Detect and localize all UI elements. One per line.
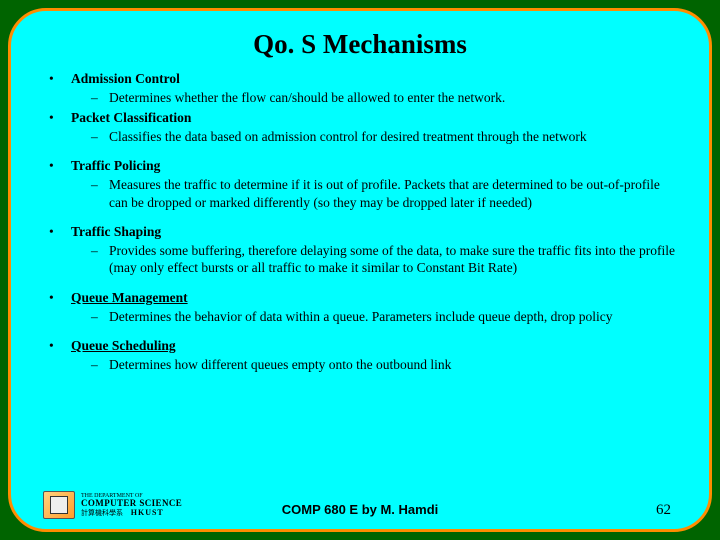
bullet-marker: • [43, 109, 71, 126]
bullet-heading: Traffic Policing [71, 157, 160, 174]
bullet-item: •Queue Management [43, 289, 677, 306]
sub-text: Determines whether the flow can/should b… [109, 89, 677, 106]
bullet-heading: Queue Management [71, 289, 188, 306]
slide-content: •Admission Control–Determines whether th… [43, 70, 677, 374]
bullet-marker: • [43, 223, 71, 240]
bullet-item: •Packet Classification [43, 109, 677, 126]
sub-bullet: –Determines how different queues empty o… [43, 356, 677, 373]
sub-text: Provides some buffering, therefore delay… [109, 242, 677, 277]
bullet-item: •Admission Control [43, 70, 677, 87]
slide-title: Qo. S Mechanisms [43, 29, 677, 60]
bullet-item: •Traffic Shaping [43, 223, 677, 240]
sub-text: Determines the behavior of data within a… [109, 308, 677, 325]
sub-bullet: –Determines the behavior of data within … [43, 308, 677, 325]
dash-marker: – [91, 356, 109, 373]
sub-text: Determines how different queues empty on… [109, 356, 677, 373]
sub-bullet: –Measures the traffic to determine if it… [43, 176, 677, 211]
sub-bullet: –Determines whether the flow can/should … [43, 89, 677, 106]
bullet-heading: Traffic Shaping [71, 223, 161, 240]
dash-marker: – [91, 128, 109, 145]
slide-footer: THE DEPARTMENT OF COMPUTER SCIENCE 計算機科學… [43, 491, 677, 519]
dash-marker: – [91, 89, 109, 106]
sub-bullet: –Classifies the data based on admission … [43, 128, 677, 145]
bullet-marker: • [43, 289, 71, 306]
bullet-marker: • [43, 70, 71, 87]
dash-marker: – [91, 242, 109, 277]
dash-marker: – [91, 176, 109, 211]
sub-text: Measures the traffic to determine if it … [109, 176, 677, 211]
bullet-marker: • [43, 337, 71, 354]
bullet-heading: Admission Control [71, 70, 180, 87]
bullet-marker: • [43, 157, 71, 174]
footer-attribution: COMP 680 E by M. Hamdi [43, 502, 677, 517]
sub-text: Classifies the data based on admission c… [109, 128, 677, 145]
bullet-heading: Queue Scheduling [71, 337, 176, 354]
dash-marker: – [91, 308, 109, 325]
bullet-item: •Queue Scheduling [43, 337, 677, 354]
sub-bullet: –Provides some buffering, therefore dela… [43, 242, 677, 277]
bullet-item: •Traffic Policing [43, 157, 677, 174]
bullet-heading: Packet Classification [71, 109, 191, 126]
slide-frame: Qo. S Mechanisms •Admission Control–Dete… [8, 8, 712, 532]
